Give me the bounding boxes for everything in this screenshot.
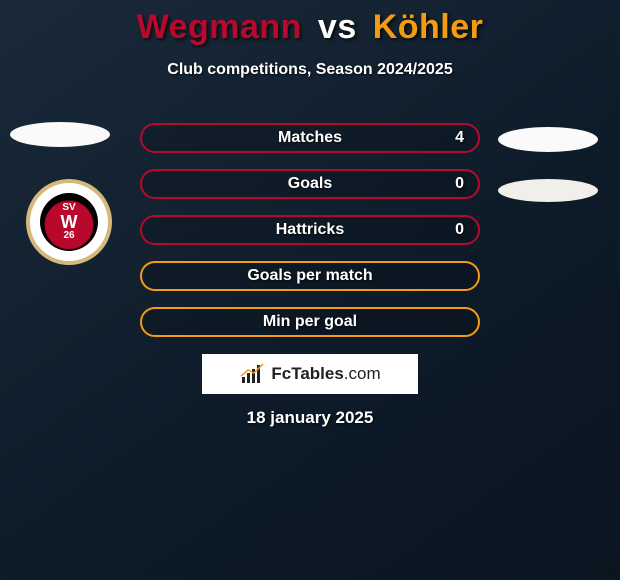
badge-text: SV W 26 (40, 193, 98, 251)
chart-icon (239, 363, 265, 385)
badge-inner: SV W 26 (40, 193, 98, 251)
subtitle: Club competitions, Season 2024/2025 (0, 61, 620, 79)
stat-row-goals: Goals 0 (140, 169, 480, 199)
stat-value: 4 (455, 129, 464, 147)
player2-club-avatar (498, 179, 598, 202)
player2-name: Köhler (373, 8, 484, 46)
logo-tables: Tables (291, 364, 344, 383)
stat-label: Hattricks (276, 221, 344, 239)
stat-label: Goals per match (247, 267, 372, 285)
player1-club-badge: SV W 26 (26, 179, 112, 265)
stat-label: Goals (288, 175, 332, 193)
stat-row-goals-per-match: Goals per match (140, 261, 480, 291)
date-label: 18 january 2025 (0, 408, 620, 428)
badge-w: W (61, 213, 78, 231)
stat-row-hattricks: Hattricks 0 (140, 215, 480, 245)
logo-fc: Fc (271, 364, 291, 383)
badge-26: 26 (63, 231, 74, 241)
stat-row-matches: Matches 4 (140, 123, 480, 153)
stat-label: Min per goal (263, 313, 357, 331)
stat-value: 0 (455, 175, 464, 193)
fctables-logo: FcTables.com (202, 354, 418, 394)
logo-text: FcTables.com (271, 364, 380, 384)
stat-label: Matches (278, 129, 342, 147)
player2-avatar (498, 127, 598, 152)
logo-dotcom: .com (344, 364, 381, 383)
vs-label: vs (318, 8, 357, 46)
stat-value: 0 (455, 221, 464, 239)
player1-name: Wegmann (137, 8, 302, 46)
page-title: Wegmann vs Köhler (0, 0, 620, 47)
player1-avatar (10, 122, 110, 147)
stat-row-min-per-goal: Min per goal (140, 307, 480, 337)
